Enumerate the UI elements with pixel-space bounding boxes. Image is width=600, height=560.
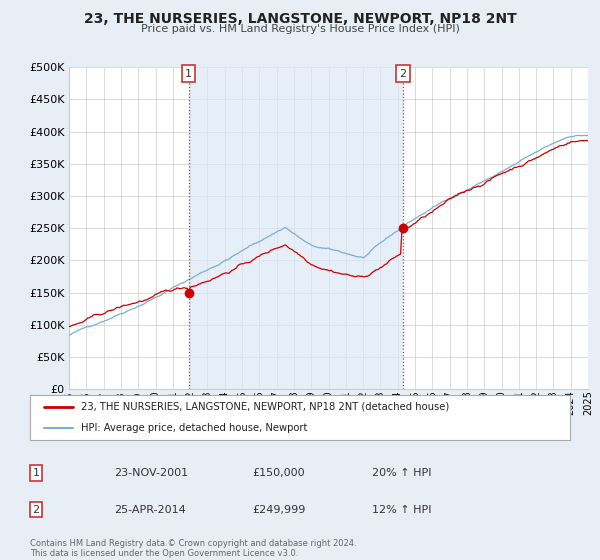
Text: 1: 1 [185,69,192,78]
Text: Contains HM Land Registry data © Crown copyright and database right 2024.: Contains HM Land Registry data © Crown c… [30,539,356,548]
Text: 23, THE NURSERIES, LANGSTONE, NEWPORT, NP18 2NT: 23, THE NURSERIES, LANGSTONE, NEWPORT, N… [83,12,517,26]
Text: 12% ↑ HPI: 12% ↑ HPI [372,505,431,515]
Text: 20% ↑ HPI: 20% ↑ HPI [372,468,431,478]
Bar [188,67,403,389]
Text: 23, THE NURSERIES, LANGSTONE, NEWPORT, NP18 2NT (detached house): 23, THE NURSERIES, LANGSTONE, NEWPORT, N… [82,402,449,412]
Text: This data is licensed under the Open Government Licence v3.0.: This data is licensed under the Open Gov… [30,549,298,558]
Text: HPI: Average price, detached house, Newport: HPI: Average price, detached house, Newp… [82,422,308,432]
Text: Price paid vs. HM Land Registry's House Price Index (HPI): Price paid vs. HM Land Registry's House … [140,24,460,34]
Text: £249,999: £249,999 [252,505,305,515]
Text: 25-APR-2014: 25-APR-2014 [114,505,186,515]
Text: 1: 1 [32,468,40,478]
Text: 2: 2 [32,505,40,515]
Text: 23-NOV-2001: 23-NOV-2001 [114,468,188,478]
Text: 2: 2 [399,69,406,78]
Text: £150,000: £150,000 [252,468,305,478]
